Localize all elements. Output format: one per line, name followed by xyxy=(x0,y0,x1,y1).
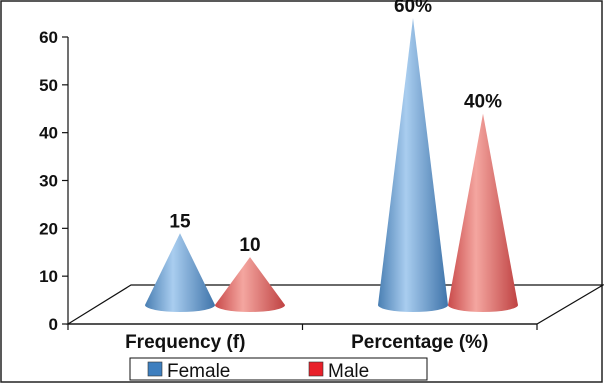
y-tick-label: 0 xyxy=(49,315,58,334)
legend-label-male: Male xyxy=(328,361,369,382)
cone-body xyxy=(145,233,215,312)
legend-swatch-female xyxy=(147,361,163,377)
y-tick-label: 40 xyxy=(39,124,58,143)
data-label: 15 xyxy=(169,211,191,232)
data-label: 60% xyxy=(394,0,432,17)
legend: Female Male xyxy=(129,357,428,382)
cone-female-percentage xyxy=(378,18,448,312)
x-category-label: Percentage (%) xyxy=(351,332,488,353)
data-label: 40% xyxy=(464,92,502,113)
data-label: 10 xyxy=(239,235,260,256)
legend-label-female: Female xyxy=(167,361,230,382)
cone-male-percentage xyxy=(448,113,518,313)
cone-body xyxy=(378,18,448,312)
y-tick-label: 30 xyxy=(39,172,58,191)
y-tick-label: 50 xyxy=(39,76,58,95)
y-tick-label: 10 xyxy=(39,267,58,286)
legend-box xyxy=(129,357,428,381)
cone-female-frequency xyxy=(145,233,215,312)
y-tick-label: 20 xyxy=(39,219,58,238)
cone-body xyxy=(448,113,518,313)
legend-swatch-male xyxy=(308,361,324,377)
cone-body xyxy=(215,257,285,312)
cone-male-frequency xyxy=(215,257,285,312)
x-category-label: Frequency (f) xyxy=(125,332,245,353)
y-tick-label: 60 xyxy=(39,28,58,47)
